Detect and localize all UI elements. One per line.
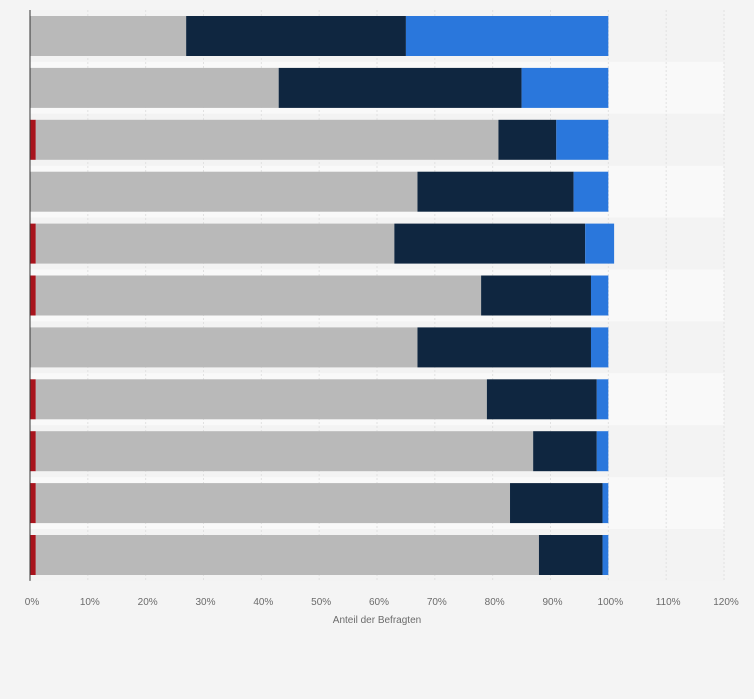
bar-segment	[590, 327, 609, 368]
bar-segment	[30, 379, 36, 420]
x-tick-label: 40%	[253, 597, 273, 608]
bar-segment	[590, 275, 609, 316]
x-tick-label: 10%	[80, 597, 100, 608]
bar-segment	[35, 483, 511, 524]
x-tick-label: 20%	[138, 597, 158, 608]
bar-segment	[30, 16, 187, 56]
bar-segment	[556, 119, 609, 160]
bar-segment	[30, 223, 36, 264]
bars	[30, 16, 615, 575]
bar-segment	[602, 535, 609, 575]
bar-segment	[596, 379, 609, 420]
bar-segment	[585, 223, 615, 264]
x-tick-label: 90%	[542, 597, 562, 608]
x-tick-label: 30%	[195, 597, 215, 608]
bar-segment	[533, 431, 597, 472]
x-tick-label: 100%	[598, 597, 624, 608]
bar-segment	[417, 171, 574, 212]
bar-segment	[602, 483, 609, 524]
bar-segment	[30, 67, 279, 108]
bar-segment	[481, 275, 591, 316]
bar-segment	[596, 431, 609, 472]
bar-segment	[186, 16, 406, 56]
bar-segment	[417, 327, 591, 368]
x-tick-label: 120%	[713, 597, 739, 608]
bar-segment	[486, 379, 597, 420]
bar-segment	[35, 431, 534, 472]
bar-segment	[278, 67, 522, 108]
x-tick-labels: 0% 10% 20% 30% 40% 50% 60% 70% 80% 90% 100% 110% 120…	[25, 597, 739, 608]
bar-segment	[30, 535, 36, 575]
bar-segment	[35, 379, 487, 420]
bar-segment	[30, 119, 36, 160]
bar-segment	[30, 483, 36, 524]
bar-segment	[35, 275, 482, 316]
bar-segment	[30, 431, 36, 472]
bar-segment	[30, 171, 418, 212]
bar-segment	[30, 275, 36, 316]
bar-segment	[573, 171, 609, 212]
bar-segment	[405, 16, 609, 56]
bar-segment	[394, 223, 586, 264]
x-axis-title: Anteil der Befragten	[333, 615, 421, 626]
bar-segment	[538, 535, 603, 575]
bar-segment	[521, 67, 609, 108]
bar-segment	[498, 119, 557, 160]
bar-segment	[510, 483, 603, 524]
x-tick-label: 110%	[656, 597, 681, 608]
x-tick-label: 60%	[369, 597, 389, 608]
x-tick-label: 80%	[485, 597, 505, 608]
x-tick-label: 0%	[25, 597, 40, 608]
x-tick-label: 50%	[311, 597, 331, 608]
bar-segment	[35, 535, 539, 575]
bar-segment	[35, 223, 395, 264]
bar-segment	[35, 119, 499, 160]
x-tick-label: 70%	[427, 597, 447, 608]
bar-segment	[30, 327, 418, 368]
